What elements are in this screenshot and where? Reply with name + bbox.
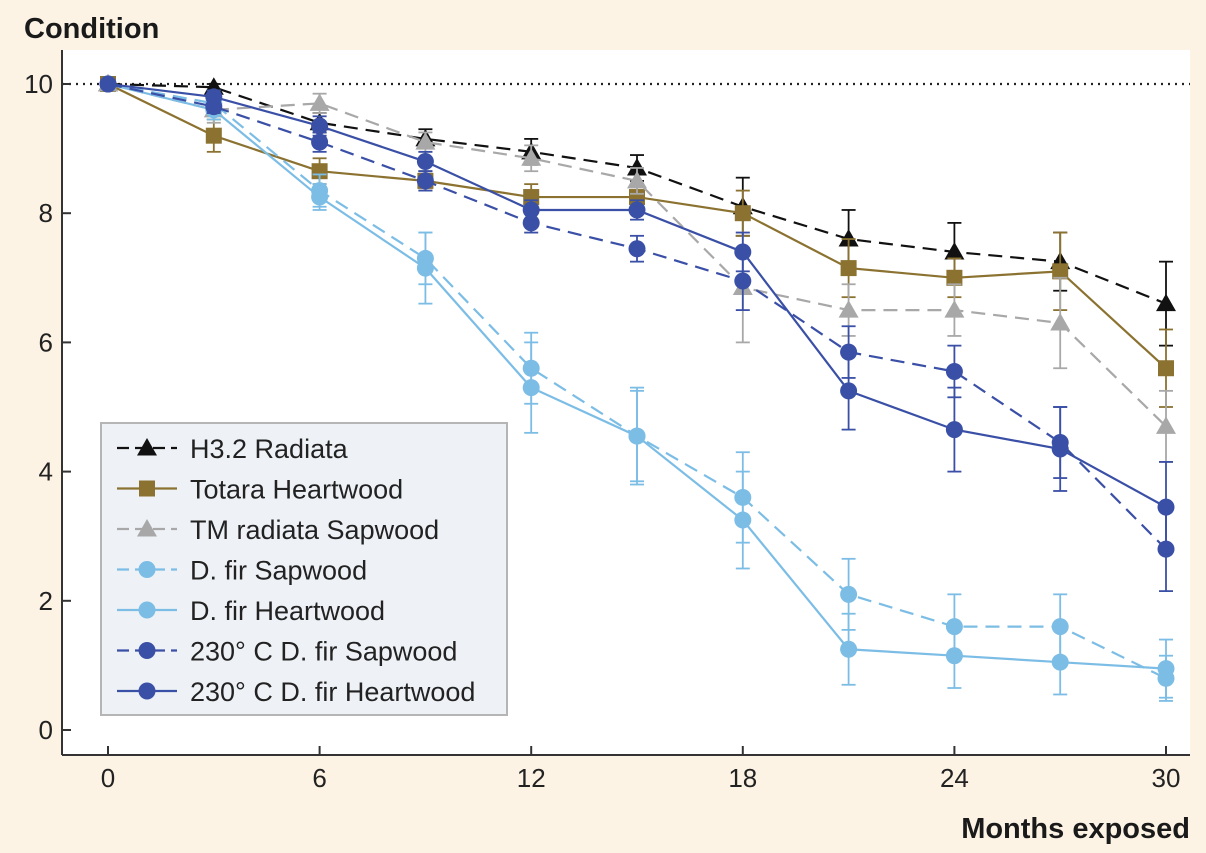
data-point: [416, 172, 434, 190]
series-6: [99, 75, 1175, 554]
y-tick-label: 4: [39, 457, 53, 487]
legend-label: D. fir Sapwood: [190, 556, 367, 586]
data-point: [945, 647, 963, 665]
legend-item: D. fir Sapwood: [117, 556, 367, 586]
legend-label: Totara Heartwood: [190, 475, 403, 505]
data-point: [838, 229, 859, 247]
data-point: [1156, 293, 1176, 312]
data-point: [628, 201, 646, 219]
legend-item: TM radiata Sapwood: [117, 515, 439, 545]
legend-label: D. fir Heartwood: [190, 596, 385, 626]
data-point: [840, 640, 858, 658]
x-axis-label: Months exposed: [961, 813, 1190, 845]
data-point: [205, 127, 222, 144]
x-tick-label: 18: [728, 763, 757, 793]
data-point: [522, 214, 540, 232]
data-point: [522, 201, 540, 219]
legend-marker: [137, 519, 157, 537]
x-tick-label: 30: [1152, 763, 1181, 793]
series-line: [107, 82, 1167, 428]
data-point: [416, 153, 434, 171]
data-point: [522, 379, 540, 397]
data-point: [1051, 653, 1069, 671]
data-point: [416, 259, 434, 277]
legend-item: D. fir Heartwood: [117, 596, 385, 626]
legend-marker: [138, 642, 156, 659]
data-point: [205, 88, 223, 106]
legend-marker: [137, 438, 157, 456]
data-point: [627, 157, 647, 176]
data-point: [734, 205, 751, 222]
data-point: [309, 93, 330, 111]
data-point: [840, 585, 858, 603]
data-point: [627, 170, 647, 189]
data-point: [99, 75, 117, 93]
data-point: [1157, 660, 1175, 678]
y-tick-label: 2: [39, 586, 53, 616]
legend-item: Totara Heartwood: [117, 475, 403, 505]
data-point: [628, 427, 646, 445]
data-point: [840, 382, 858, 400]
data-point: [734, 511, 752, 529]
data-point: [838, 300, 859, 318]
data-point: [945, 421, 963, 439]
data-point: [944, 300, 965, 318]
y-tick-label: 8: [39, 198, 53, 228]
y-tick-label: 10: [24, 69, 53, 99]
data-point: [1156, 416, 1176, 434]
data-point: [946, 269, 963, 286]
data-point: [944, 241, 965, 260]
data-point: [734, 243, 752, 261]
legend-label: TM radiata Sapwood: [190, 515, 439, 545]
data-point: [1158, 360, 1174, 377]
data-point: [1157, 498, 1175, 516]
data-point: [1051, 440, 1069, 458]
data-point: [415, 132, 436, 150]
legend-label: 230° C D. fir Heartwood: [190, 677, 475, 707]
legend-item: 230° C D. fir Sapwood: [117, 637, 457, 667]
legend-marker: [138, 561, 156, 578]
legend-label: H3.2 Radiata: [190, 434, 349, 464]
data-point: [1052, 263, 1069, 280]
data-point: [840, 260, 857, 277]
legend-marker: [138, 601, 156, 619]
data-point: [1051, 618, 1069, 636]
x-tick-label: 24: [940, 763, 969, 793]
legend-label: 230° C D. fir Sapwood: [190, 637, 457, 667]
legend: H3.2 Radiata Totara Heartwood TM radiata S…: [100, 422, 508, 716]
x-tick-label: 6: [312, 763, 326, 793]
y-axis-label: Condition: [24, 13, 159, 45]
series-layer: [98, 74, 1176, 702]
data-point: [628, 240, 646, 258]
x-tick-label: 0: [101, 763, 115, 793]
x-tick-label: 12: [517, 763, 546, 793]
legend-item: 230° C D. fir Heartwood: [117, 677, 475, 707]
legend-marker: [138, 682, 156, 700]
data-point: [311, 117, 329, 135]
series-4: [99, 75, 1175, 699]
data-point: [311, 133, 329, 151]
y-tick-label: 0: [39, 715, 53, 745]
data-point: [734, 272, 752, 290]
legend-item: H3.2 Radiata: [117, 434, 349, 464]
data-point: [521, 148, 542, 166]
y-tick-label: 6: [39, 327, 53, 357]
data-point: [945, 362, 963, 380]
series-2: [98, 74, 1176, 463]
legend-box: [100, 422, 508, 716]
legend-marker: [139, 480, 155, 497]
data-point: [311, 188, 329, 206]
data-point: [1050, 313, 1071, 331]
